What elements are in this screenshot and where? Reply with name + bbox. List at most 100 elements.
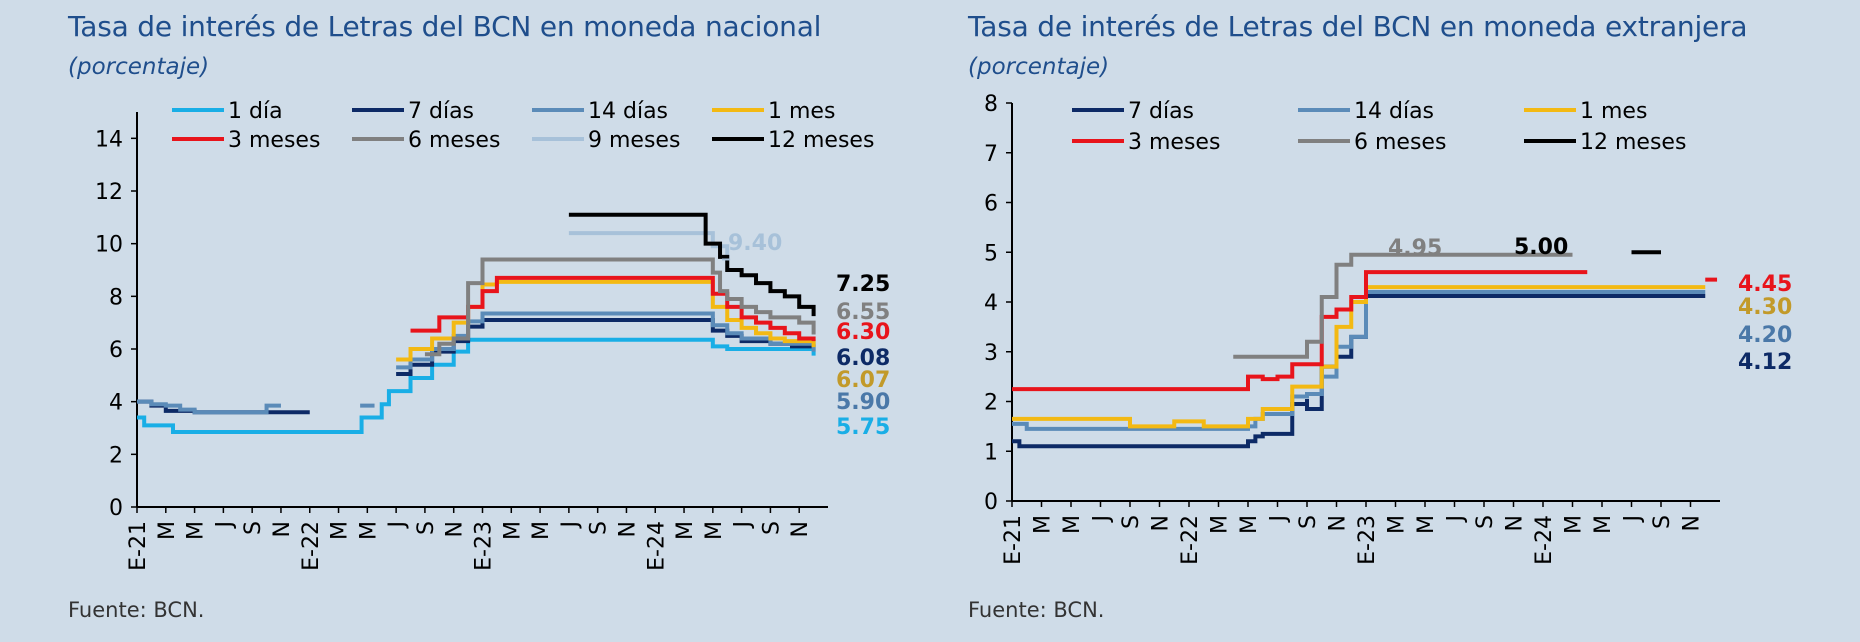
data-label: 9.40 — [728, 231, 782, 256]
series-line — [424, 257, 816, 357]
series-line — [1012, 294, 1706, 449]
data-label: 7.25 — [836, 272, 890, 297]
data-label: 4.12 — [1738, 350, 1792, 375]
x-tick-label: E-21 — [126, 521, 151, 571]
x-tick-label: J — [558, 521, 583, 530]
y-tick-label: 8 — [984, 92, 998, 117]
y-tick-label: 2 — [984, 391, 998, 416]
data-label: 6.30 — [836, 320, 890, 345]
y-tick-label: 14 — [95, 127, 123, 152]
x-tick-label: M — [500, 521, 525, 540]
x-tick-label: M — [1208, 515, 1233, 534]
x-tick-label: M — [184, 521, 209, 540]
series-line — [568, 212, 816, 317]
x-tick-label: M — [1237, 515, 1262, 534]
x-tick-label: M — [155, 521, 180, 540]
x-tick-label: S — [414, 521, 439, 535]
x-tick-label: M — [1562, 515, 1587, 534]
x-tick-label: S — [1473, 515, 1498, 529]
x-tick-label: N — [615, 521, 640, 537]
legend-label: 9 meses — [588, 128, 680, 153]
y-tick-label: 6 — [109, 338, 123, 363]
series-line — [1233, 252, 1573, 359]
data-label: 4.20 — [1738, 323, 1792, 348]
data-label: 4.95 — [1388, 236, 1442, 261]
x-tick-label: M — [328, 521, 353, 540]
x-tick-label: J — [1090, 515, 1115, 524]
source-note: Fuente: BCN. — [68, 598, 205, 622]
x-tick-label: S — [759, 521, 784, 535]
x-tick-label: S — [1650, 515, 1675, 529]
legend-label: 1 mes — [1580, 99, 1647, 124]
y-tick-label: 2 — [109, 443, 123, 468]
x-tick-label: M — [1385, 515, 1410, 534]
legend-label: 6 meses — [1354, 130, 1446, 155]
legend-label: 12 meses — [768, 128, 874, 153]
y-tick-label: 8 — [109, 285, 123, 310]
chart-subtitle: (porcentaje) — [68, 54, 210, 80]
x-tick-label: J — [1267, 515, 1292, 524]
legend-label: 3 meses — [228, 128, 320, 153]
y-tick-label: 6 — [984, 192, 998, 217]
chart-panel-nacional: Tasa de interés de Letras del BCN en mon… — [0, 0, 900, 642]
x-tick-label: E-23 — [472, 521, 497, 571]
data-label: 5.00 — [1514, 235, 1568, 260]
x-tick-label: N — [1326, 515, 1351, 531]
y-tick-label: 3 — [984, 341, 998, 366]
series-line — [396, 279, 816, 362]
x-tick-label: J — [385, 521, 410, 530]
x-tick-label: S — [241, 521, 266, 535]
x-tick-label: M — [1414, 515, 1439, 534]
x-tick-label: E-24 — [1532, 515, 1557, 565]
x-tick-label: M — [1031, 515, 1056, 534]
legend-label: 3 meses — [1128, 130, 1220, 155]
x-tick-label: S — [1296, 515, 1321, 529]
data-label: 5.75 — [836, 415, 890, 440]
x-tick-label: E-22 — [1178, 515, 1203, 565]
legend-label: 14 días — [588, 99, 668, 124]
x-tick-label: N — [788, 521, 813, 537]
legend-label: 1 día — [228, 99, 283, 124]
data-label: 4.30 — [1738, 295, 1792, 320]
x-tick-label: N — [1680, 515, 1705, 531]
chart-subtitle: (porcentaje) — [968, 54, 1110, 80]
x-tick-label: E-22 — [299, 521, 324, 571]
x-tick-label: N — [1503, 515, 1528, 531]
x-tick-label: S — [1119, 515, 1144, 529]
y-tick-label: 0 — [109, 496, 123, 521]
y-tick-label: 10 — [95, 233, 123, 258]
data-label: 6.55 — [836, 300, 890, 325]
x-tick-label: M — [529, 521, 554, 540]
x-tick-label: S — [587, 521, 612, 535]
series-line — [1012, 290, 1706, 431]
x-tick-label: M — [1591, 515, 1616, 534]
x-tick-label: E-23 — [1355, 515, 1380, 565]
legend-label: 1 mes — [768, 99, 835, 124]
x-tick-label: E-24 — [644, 521, 669, 571]
series-line — [1012, 285, 1706, 429]
x-tick-label: J — [212, 521, 237, 530]
source-note: Fuente: BCN. — [968, 598, 1105, 622]
series-line — [137, 318, 816, 415]
y-tick-label: 12 — [95, 180, 123, 205]
x-tick-label: N — [443, 521, 468, 537]
series-line — [1012, 270, 1718, 392]
x-tick-label: M — [673, 521, 698, 540]
y-tick-label: 0 — [984, 490, 998, 515]
x-tick-label: N — [1149, 515, 1174, 531]
data-label: 6.08 — [836, 346, 890, 371]
series-line — [568, 231, 730, 260]
x-tick-label: N — [270, 521, 295, 537]
x-tick-label: E-21 — [1001, 515, 1026, 565]
x-tick-label: J — [731, 521, 756, 530]
y-tick-label: 1 — [984, 440, 998, 465]
x-tick-label: M — [1060, 515, 1085, 534]
x-tick-label: M — [356, 521, 381, 540]
data-label: 5.90 — [836, 390, 890, 415]
chart-title: Tasa de interés de Letras del BCN en mon… — [68, 10, 822, 43]
data-label: 4.45 — [1738, 272, 1792, 297]
chart-panel-extranjera: Tasa de interés de Letras del BCN en mon… — [900, 0, 1860, 642]
chart-title: Tasa de interés de Letras del BCN en mon… — [968, 10, 1748, 43]
